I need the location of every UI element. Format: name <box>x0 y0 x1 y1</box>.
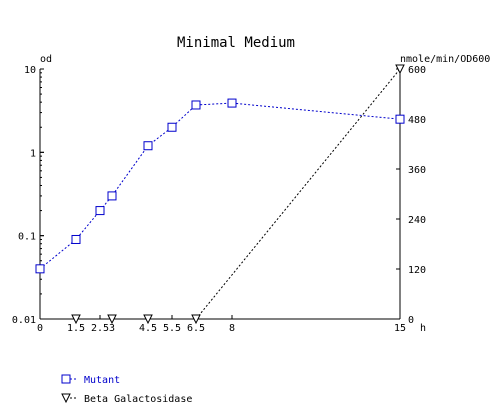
x-tick-label: 3 <box>109 323 115 334</box>
series-lines <box>39 68 401 320</box>
x-tick-label: 2.5 <box>91 323 109 334</box>
data-point <box>35 264 45 274</box>
x-tick-label: 0 <box>37 323 43 334</box>
data-point <box>395 114 405 124</box>
x-tick-label: 8 <box>229 323 235 334</box>
legend-marker <box>61 374 71 384</box>
left-tick-label: 0.01 <box>12 315 36 326</box>
right-tick-label: 120 <box>408 265 426 276</box>
data-point <box>107 314 117 325</box>
x-tick-label: 4.5 <box>139 323 157 334</box>
x-tick-label: 5.5 <box>163 323 181 334</box>
legend-marker <box>61 393 71 404</box>
right-tick-label: 240 <box>408 215 426 226</box>
legend: Mutant Beta Galactosidase <box>61 374 192 405</box>
left-tick-label: 1 <box>30 148 36 159</box>
x-tick-label: 15 <box>394 323 406 334</box>
series-line-0 <box>39 102 401 270</box>
right-axis-label: nmole/min/OD600 <box>400 54 490 65</box>
left-tick-label: 0.1 <box>18 232 36 243</box>
data-point <box>395 64 405 75</box>
x-tick-label: 1.5 <box>67 323 85 334</box>
axes: 0.01 0.1 1 10 0 120 240 360 480 600 0 1.5 2.5 3 4.5 5.5… <box>12 65 426 334</box>
data-point <box>191 314 201 325</box>
right-tick-label: 480 <box>408 115 426 126</box>
data-point <box>95 206 105 216</box>
series-line-1 <box>76 68 401 320</box>
left-axis-label: od <box>40 54 52 65</box>
data-point <box>71 314 81 325</box>
data-point <box>191 100 201 110</box>
left-tick-label: 10 <box>24 65 36 76</box>
series-markers <box>35 64 405 325</box>
right-tick-label: 360 <box>408 165 426 176</box>
data-point <box>227 98 237 108</box>
data-point <box>107 191 117 201</box>
x-tick-label: 6.5 <box>187 323 205 334</box>
x-axis-unit-label: h <box>420 323 426 334</box>
chart-title: Minimal Medium <box>177 35 295 51</box>
legend-label: Beta Galactosidase <box>84 394 192 405</box>
right-tick-label: 0 <box>408 315 414 326</box>
data-point <box>167 122 177 132</box>
data-point <box>143 314 153 325</box>
data-point <box>71 234 81 244</box>
legend-label: Mutant <box>84 375 120 386</box>
right-tick-label: 600 <box>408 65 426 76</box>
data-point <box>143 141 153 151</box>
